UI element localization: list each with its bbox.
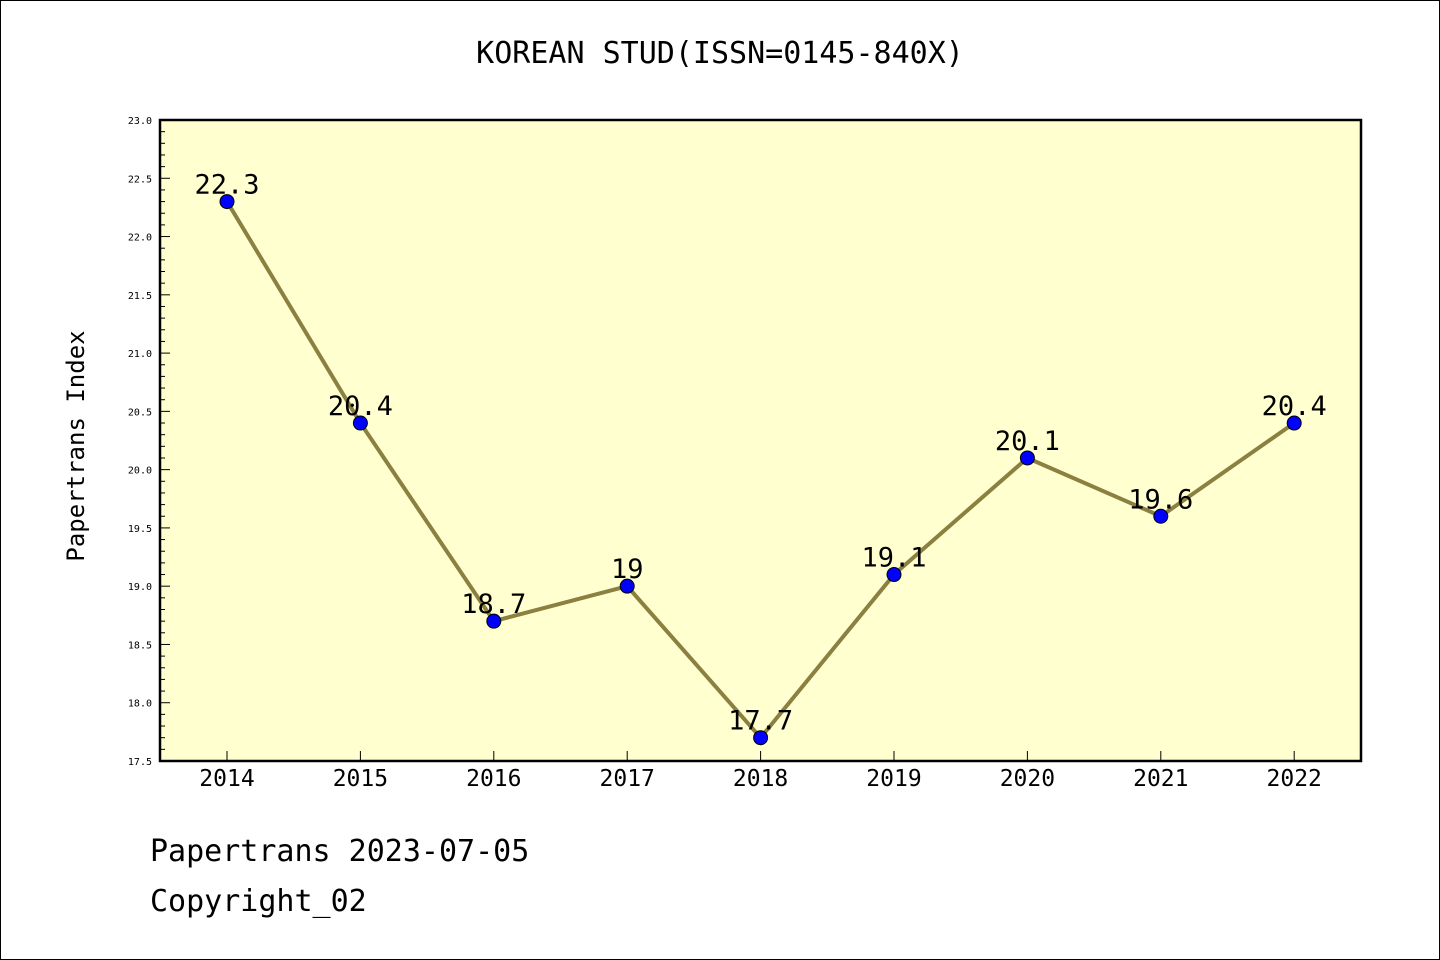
data-point — [219, 194, 235, 210]
data-point — [886, 567, 902, 583]
y-tick-label: 21.0 — [128, 349, 152, 360]
y-tick-label: 20.0 — [128, 466, 152, 477]
x-tick-label: 2018 — [733, 766, 788, 792]
y-tick-label: 18.0 — [128, 699, 152, 710]
x-tick-label: 2022 — [1267, 766, 1322, 792]
y-tick-label: 20.5 — [128, 407, 152, 418]
data-label: 20.1 — [995, 426, 1060, 457]
y-tick-label: 18.5 — [128, 640, 152, 651]
data-label: 20.4 — [328, 391, 393, 422]
data-point — [486, 613, 502, 629]
x-tick-label: 2017 — [600, 766, 655, 792]
x-tick-label: 2019 — [866, 766, 921, 792]
x-tick-label: 2021 — [1133, 766, 1188, 792]
chart-title: KOREAN STUD(ISSN=0145-840X) — [476, 36, 964, 71]
data-point — [1286, 415, 1302, 431]
plot-area — [160, 120, 1361, 761]
data-label: 19 — [611, 554, 644, 585]
data-label: 22.3 — [194, 170, 259, 201]
y-tick-label: 22.5 — [128, 174, 152, 185]
footer-copyright: Copyright_02 — [150, 884, 367, 919]
data-label: 19.6 — [1128, 484, 1193, 515]
plot-border — [158, 118, 1363, 763]
data-label: 17.7 — [728, 706, 793, 737]
data-point — [1153, 508, 1169, 524]
data-label: 19.1 — [861, 543, 926, 574]
data-point — [619, 578, 635, 594]
footer-date: Papertrans 2023-07-05 — [150, 834, 530, 869]
y-axis-label: Papertrans Index — [62, 330, 90, 561]
data-label: 20.4 — [1262, 391, 1327, 422]
y-tick-label: 19.0 — [128, 582, 152, 593]
data-point — [753, 730, 769, 746]
data-point — [352, 415, 368, 431]
x-tick-label: 2014 — [199, 766, 254, 792]
data-point — [1019, 450, 1035, 466]
x-tick-label: 2015 — [333, 766, 388, 792]
x-tick-label: 2016 — [466, 766, 521, 792]
data-label: 18.7 — [461, 589, 526, 620]
y-tick-label: 23.0 — [128, 116, 152, 127]
y-tick-label: 19.5 — [128, 524, 152, 535]
y-tick-label: 21.5 — [128, 291, 152, 302]
x-tick-label: 2020 — [1000, 766, 1055, 792]
y-tick-label: 22.0 — [128, 233, 152, 244]
y-tick-label: 17.5 — [128, 757, 152, 768]
